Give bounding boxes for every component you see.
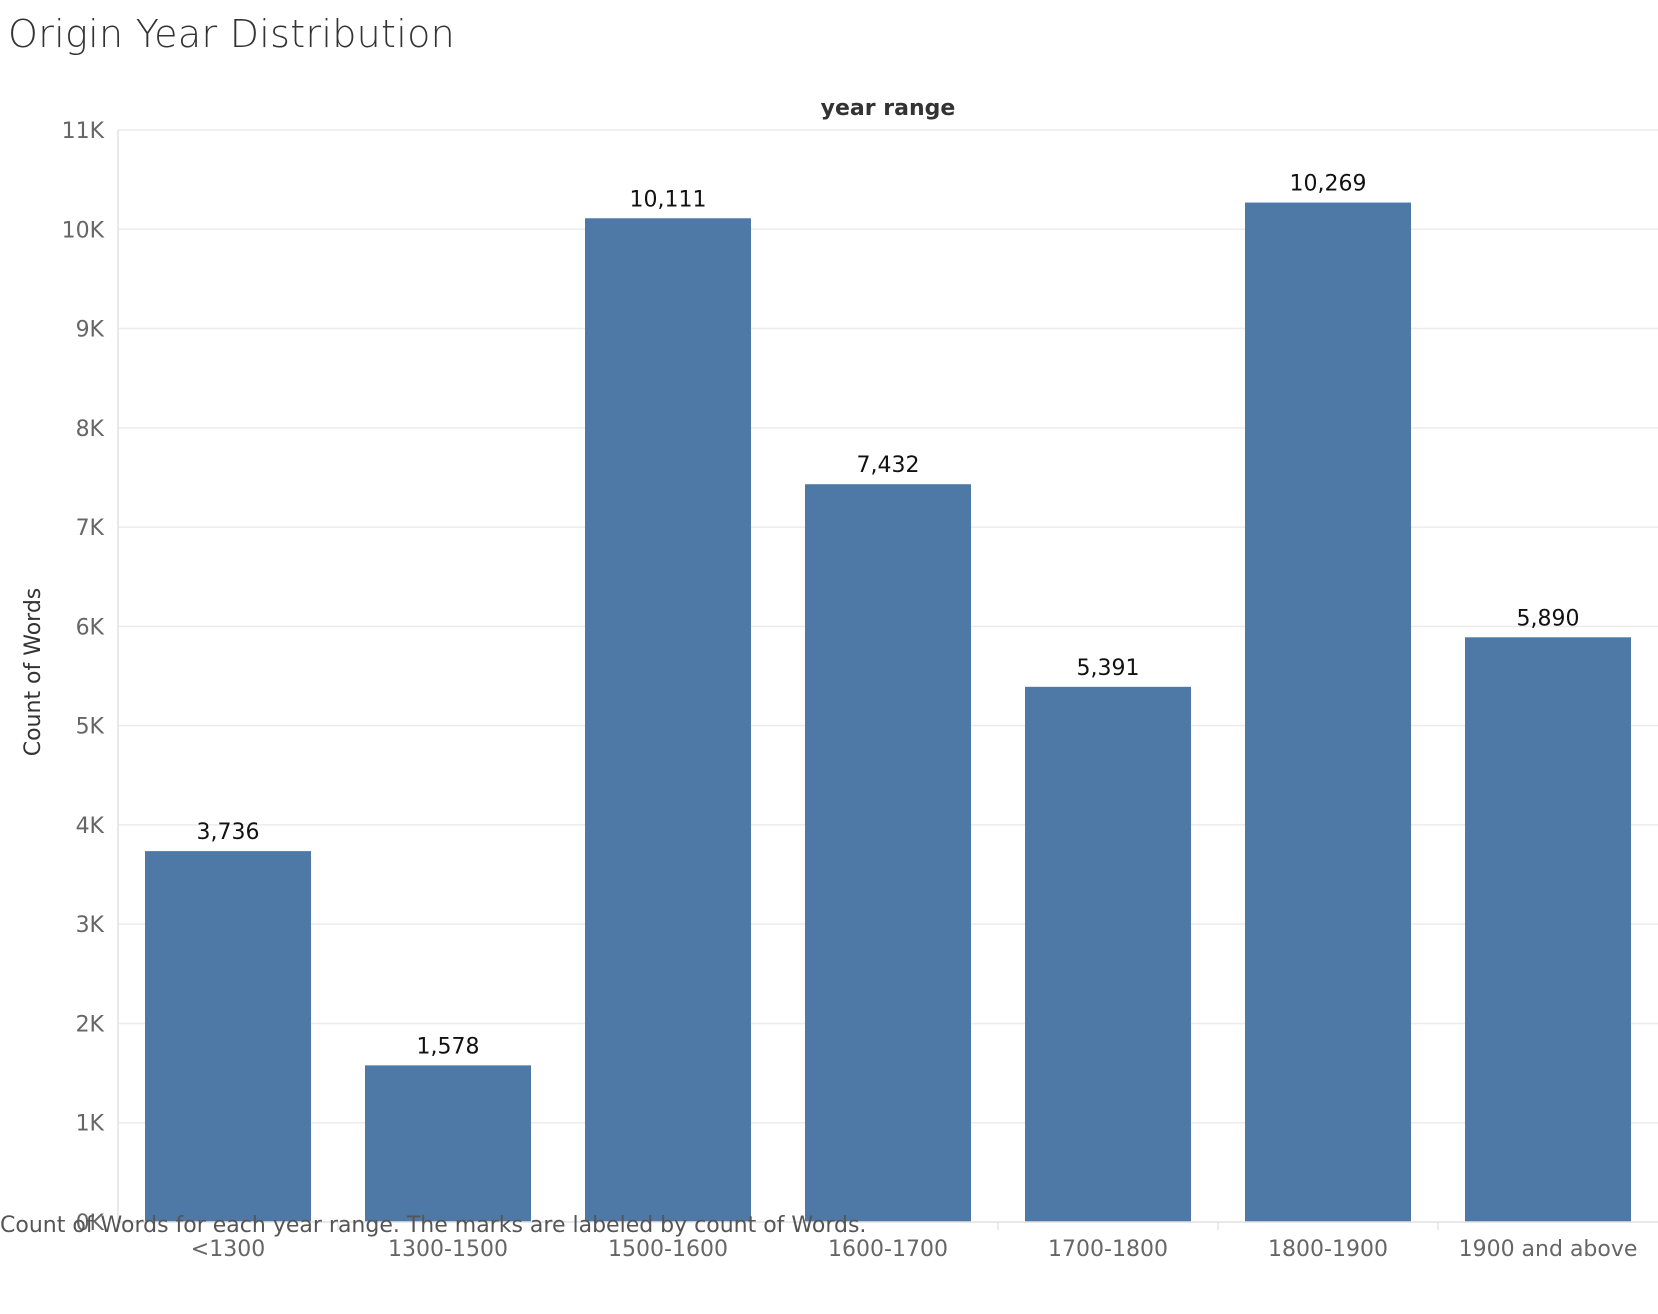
y-tick-label: 8K	[76, 417, 105, 442]
y-tick-label: 1K	[76, 1112, 105, 1137]
bar[interactable]	[805, 484, 971, 1222]
y-tick-label: 0K	[76, 1211, 105, 1236]
bar-value-label: 10,111	[630, 187, 707, 212]
chart-title: Origin Year Distribution	[8, 12, 456, 56]
x-tick-label: <1300	[191, 1237, 265, 1262]
x-tick-label: 1600-1700	[828, 1237, 948, 1262]
chart-caption: Count of Words for each year range. The …	[0, 1213, 867, 1238]
y-tick-label: 5K	[76, 715, 105, 740]
x-tick-label: 1700-1800	[1048, 1237, 1168, 1262]
bar-value-label: 5,890	[1517, 606, 1580, 631]
y-tick-label: 2K	[76, 1012, 105, 1037]
axes: 0K 1K 2K 3K 4K 5K 6K 7K 8K 9K 10K 11K <1300 1300-1500…	[62, 119, 1658, 1262]
x-tick-label: 1800-1900	[1268, 1237, 1388, 1262]
bar-value-label: 1,578	[417, 1034, 480, 1059]
bar-value-label: 5,391	[1077, 656, 1140, 681]
x-tick-label: 1500-1600	[608, 1237, 728, 1262]
bar-value-label: 3,736	[197, 820, 260, 845]
x-tick-label: 1900 and above	[1459, 1237, 1638, 1262]
y-tick-label: 9K	[76, 318, 105, 343]
x-tick-label: 1300-1500	[388, 1237, 508, 1262]
y-tick-label: 7K	[76, 516, 105, 541]
y-tick-label: 6K	[76, 615, 105, 640]
column-header: year range	[821, 96, 956, 121]
bar-value-label: 10,269	[1290, 172, 1367, 197]
bars: 3,736 1,578 10,111 7,432 5,391 10,269 5,890	[145, 172, 1631, 1223]
bar[interactable]	[365, 1065, 531, 1222]
bar[interactable]	[145, 851, 311, 1222]
bar[interactable]	[1465, 637, 1631, 1222]
y-tick-label: 10K	[62, 218, 105, 243]
bar[interactable]	[1025, 686, 1191, 1222]
y-tick-label: 11K	[62, 119, 105, 144]
y-tick-label: 3K	[76, 913, 105, 938]
bar[interactable]	[1245, 202, 1411, 1222]
bar-value-label: 7,432	[857, 453, 920, 478]
y-tick-label: 4K	[76, 814, 105, 839]
y-axis-title: Count of Words	[21, 588, 46, 757]
bar[interactable]	[585, 218, 751, 1223]
